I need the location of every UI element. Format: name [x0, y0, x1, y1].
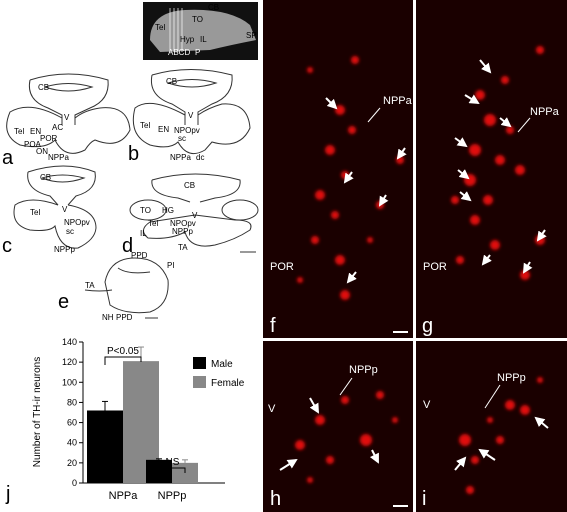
label: Tel: [14, 127, 24, 136]
label: EN: [30, 127, 41, 136]
label: NH: [102, 313, 114, 322]
label: ON: [36, 147, 48, 156]
bar: [87, 410, 123, 483]
panel-label: g: [422, 315, 433, 337]
label: NPPa: [48, 153, 69, 162]
x-tick-label: NPPp: [158, 490, 187, 502]
label: NPOpv: [174, 126, 200, 135]
label: TO: [140, 206, 151, 215]
label: V: [268, 403, 276, 415]
label: sc: [66, 227, 74, 236]
label: Tel: [30, 208, 40, 217]
label: PI: [167, 261, 175, 270]
label: TA: [178, 243, 188, 252]
inset-label: IL: [200, 35, 207, 44]
significance-bracket: [159, 467, 186, 476]
label: NPPa: [530, 106, 560, 118]
label: IL: [140, 229, 147, 238]
panel-e: PPD PI TA NH PPD e: [58, 251, 175, 322]
panel-d: CB TO HG Tel IL NPOpv NPPp TA V d: [122, 173, 259, 257]
label: POR: [423, 261, 447, 273]
label: NPPa: [383, 95, 413, 107]
panel-label: a: [2, 147, 14, 169]
label: POA: [24, 140, 42, 149]
inset-label: TO: [192, 15, 203, 24]
panel-label: c: [2, 235, 12, 257]
micrograph-h: NPPp V h: [263, 341, 413, 512]
micrograph-g: NPPa POR g: [416, 0, 567, 338]
panel-c: CB Tel V NPOpv sc NPPp c: [2, 165, 97, 257]
significance-bracket: [104, 356, 142, 365]
panel-b: CB Tel V EN NPOpv sc NPPa dc b: [128, 69, 251, 165]
y-tick-label: 40: [67, 438, 77, 448]
label: AC: [52, 123, 63, 132]
label: POR: [270, 261, 294, 273]
y-tick-label: 60: [67, 418, 77, 428]
y-tick-label: 120: [62, 357, 77, 367]
legend-label: Male: [211, 359, 233, 370]
label: PPD: [116, 313, 133, 322]
label: PPD: [131, 251, 148, 260]
label: NPPp: [172, 227, 193, 236]
label: NPPp: [54, 245, 75, 254]
panel-label: d: [122, 235, 133, 257]
label: V: [188, 111, 194, 120]
micrograph-i: NPPp V i: [416, 341, 567, 512]
y-axis-label: Number of TH-ir neurons: [32, 357, 43, 467]
label: V: [423, 399, 431, 411]
label: NPOpv: [64, 218, 90, 227]
inset-label: P: [195, 48, 200, 57]
label: Tel: [148, 219, 158, 228]
y-tick-label: 80: [67, 397, 77, 407]
panel-label: j: [5, 483, 10, 505]
label: dc: [196, 153, 204, 162]
inset-label: SP: [246, 31, 257, 40]
label: EN: [158, 125, 169, 134]
panel-label: h: [270, 488, 281, 510]
label: Tel: [140, 121, 150, 130]
label: NPPp: [497, 372, 526, 384]
x-tick-label: NPPa: [109, 490, 139, 502]
label: CB: [184, 181, 195, 190]
panel-label: f: [270, 315, 276, 337]
panel-label: b: [128, 143, 139, 165]
label: CB: [38, 83, 49, 92]
label: TA: [85, 281, 95, 290]
label: V: [192, 211, 198, 220]
label: POR: [40, 134, 58, 143]
label: V: [62, 205, 68, 214]
y-tick-label: 20: [67, 458, 77, 468]
label: CB: [166, 77, 177, 86]
label: CB: [40, 173, 51, 182]
inset-label: Hyp: [180, 35, 195, 44]
chart: j Number of TH-ir neurons 0 20 40 60 80 100 12…: [5, 337, 245, 505]
label: V: [64, 113, 70, 122]
legend-swatch: [193, 357, 206, 369]
panel-label: i: [422, 488, 426, 510]
panel-label: e: [58, 291, 69, 313]
annotation: P<0.05: [107, 346, 139, 357]
label: NPOpv: [170, 219, 196, 228]
inset-label: ABCD: [168, 48, 190, 57]
label: HG: [162, 206, 174, 215]
legend-swatch: [193, 376, 206, 388]
label: NPPp: [349, 364, 378, 376]
label: sc: [178, 134, 186, 143]
micrograph-f: NPPa POR f: [263, 0, 413, 338]
annotation: NS: [166, 457, 180, 468]
inset-label: CB: [208, 3, 219, 12]
y-tick-label: 100: [62, 377, 77, 387]
y-tick-label: 0: [72, 478, 77, 488]
panel-a: CB Tel V AC EN POR POA ON NPPa a: [2, 73, 131, 169]
bar: [146, 459, 172, 483]
legend-label: Female: [211, 378, 245, 389]
y-tick-label: 140: [62, 337, 77, 347]
inset-label: Tel: [155, 23, 165, 32]
label: NPPa: [170, 153, 191, 162]
inset: CB TO Tel Hyp IL SP P ABCD: [143, 2, 258, 60]
